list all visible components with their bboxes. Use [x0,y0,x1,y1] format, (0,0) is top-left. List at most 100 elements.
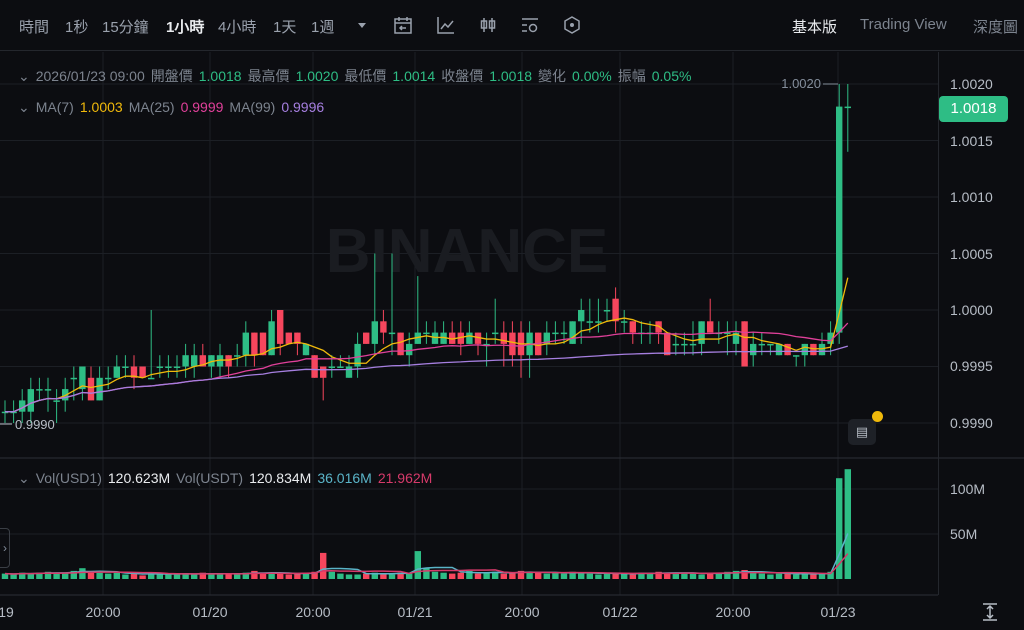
volume-bar [664,572,671,579]
price-tick: 1.0000 [950,302,993,318]
candle-body [836,106,843,333]
change-value: 0.00% [572,68,612,84]
tab-1h[interactable]: 1小時 [166,19,205,36]
candle-body [234,355,241,357]
candle-body [337,366,344,368]
expand-sidebar-button[interactable]: › [0,528,10,568]
candle-body [552,332,559,335]
vol1-value: 120.623M [107,470,171,486]
volume-bar [844,469,851,579]
volume-bar [70,570,77,579]
volume-bar [173,573,181,579]
view-depth[interactable]: 深度圖 [973,19,1019,36]
candlestick-icon[interactable] [478,15,498,35]
candle-body [492,332,499,335]
volume-legend: ⌄ Vol(USD1) 120.623M Vol(USDT) 120.834M 36.01… [18,470,438,487]
view-tradingview[interactable]: Trading View [860,16,947,33]
candle-body [199,355,206,367]
candle-body [277,310,284,344]
volume-bar [689,573,697,579]
tab-1d[interactable]: 1天 [273,19,297,36]
line-chart-icon[interactable] [436,15,456,35]
volume-bar [414,551,421,579]
volume-bar [595,574,602,579]
volume-bar [543,573,550,579]
volume-bar [698,574,705,579]
candle-body [483,343,490,346]
time-tick: 19 [0,604,14,620]
volume-bar [784,572,791,579]
tab-1s[interactable]: 1秒 [65,19,89,36]
candle-body [818,343,826,356]
candle-body [380,321,387,333]
volume-bar [285,574,292,579]
news-badge-icon[interactable]: ▤ [848,419,876,445]
scale-toggle-icon[interactable] [980,602,1000,622]
volume-bar [27,573,34,579]
candle-body [311,355,318,378]
tab-time[interactable]: 時間 [19,19,50,36]
vol2-label: Vol(USDT) [176,470,244,486]
volume-bar [363,573,370,579]
candle-body [569,321,576,344]
chevron-down-icon[interactable]: ⌄ [18,68,30,84]
candle-body [354,343,361,367]
candle-body [53,400,60,402]
time-tick: 01/21 [397,604,433,620]
chevron-down-icon[interactable] [352,15,372,35]
candle-body [363,332,370,344]
volume-bar [793,574,800,579]
tab-1w[interactable]: 1週 [311,19,335,36]
tab-4h[interactable]: 4小時 [218,19,257,36]
ma99-line [5,345,848,413]
volume-bar [440,572,447,579]
ma7-value: 1.0003 [79,99,123,115]
calendar-icon[interactable] [393,15,413,35]
chevron-down-icon[interactable]: ⌄ [18,470,30,486]
volume-bar [457,572,464,579]
indicator-settings-icon[interactable] [520,15,540,35]
ma-lines [5,277,849,413]
candle-body [397,332,404,356]
close-label: 收盤價 [441,68,484,84]
volume-bar [827,571,834,579]
candle-body [302,343,310,356]
low-label: 最低價 [344,68,387,84]
candle-body [500,332,507,344]
candle-body [560,332,568,335]
candle-body [414,332,421,344]
vol-ma2-value: 21.962M [377,470,433,486]
volume-bar [259,573,267,579]
volume-bar [801,573,808,579]
candle-body [612,298,619,322]
candle-body [767,343,774,346]
volume-bar [105,573,112,579]
volume-bar [36,572,43,579]
candle-body [595,321,602,323]
view-basic[interactable]: 基本版 [792,19,838,36]
ma99-label: MA(99) [229,99,276,115]
volume-bar [1,573,9,579]
candle-body [165,366,172,368]
ma-legend: ⌄ MA(7) 1.0003 MA(25) 0.9999 MA(99) 0.9996 [18,99,330,116]
time-tick: 20:00 [85,604,121,620]
tab-15m[interactable]: 15分鐘 [102,19,149,36]
volume-bar [216,573,224,579]
volume-bar [707,572,714,579]
candle-body [466,332,473,344]
volume-bar [371,572,378,579]
volume-bar [741,570,748,579]
volume-tick: 100M [950,481,986,497]
volume-bar [337,573,344,579]
volume-bar [199,572,206,579]
volume-bar [517,570,525,579]
candle-body [509,332,516,356]
candle-body [79,366,86,390]
chevron-down-icon[interactable]: ⌄ [18,99,30,115]
volume-bar [87,571,95,579]
hexagon-icon[interactable] [562,15,582,35]
candle-body [345,366,353,378]
volume-bar [225,574,232,579]
candle-body [793,355,800,357]
